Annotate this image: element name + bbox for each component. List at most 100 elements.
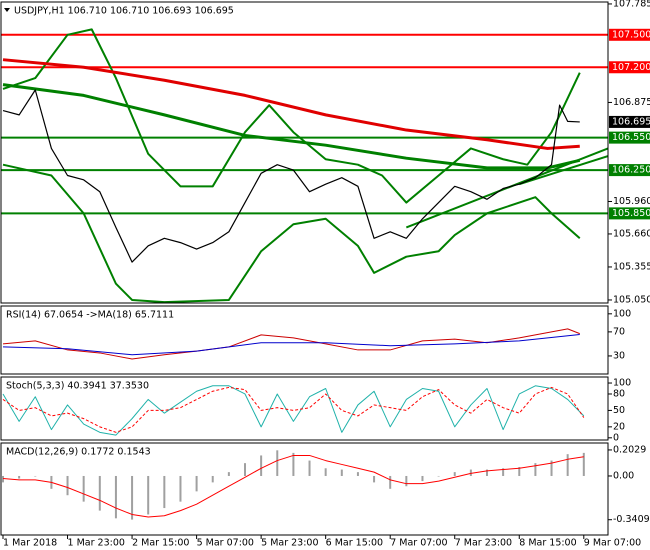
histogram-bar	[276, 450, 279, 476]
histogram-bar	[502, 468, 505, 476]
y-tick-label: 105.355	[613, 261, 650, 272]
series-line	[2, 385, 585, 436]
panel-title: USDJPY,H1 106.710 106.710 106.693 106.69…	[14, 6, 234, 17]
histogram-bar	[566, 454, 569, 476]
histogram-bar	[582, 452, 585, 476]
histogram-bar	[550, 460, 553, 476]
x-tick-label: 1 Mar 2018	[3, 538, 57, 549]
panel-border	[0, 1, 609, 304]
level-label-box	[609, 131, 650, 144]
last-price-box	[609, 115, 650, 128]
y-tick-label: 50	[613, 405, 625, 416]
y-tick-label: 0.00	[613, 470, 634, 481]
panel-title: RSI(14) 67.0654 ->MA(18) 65.7111	[6, 310, 174, 321]
histogram-bar	[195, 475, 198, 492]
y-tick-label: 30	[613, 350, 625, 361]
histogram-bar	[356, 472, 359, 476]
x-tick-label: 8 Mar 15:00	[519, 538, 576, 549]
histogram-bar	[131, 475, 134, 520]
menu-triangle	[4, 8, 10, 12]
last-price-label: 106.695	[612, 116, 650, 127]
histogram-bar	[179, 475, 182, 502]
level-label-box	[609, 28, 650, 41]
level-label: 105.850	[612, 208, 650, 219]
x-tick-label: 9 Mar 07:00	[584, 538, 641, 549]
histogram-bar	[421, 475, 424, 482]
series-line	[518, 155, 608, 186]
level-label: 107.500	[612, 29, 650, 40]
series-line	[2, 28, 581, 204]
histogram-bar	[308, 460, 311, 476]
histogram-bar	[66, 475, 69, 496]
histogram-bar	[227, 472, 230, 476]
x-tick-label: 6 Mar 15:00	[326, 538, 383, 549]
plot-area	[2, 328, 580, 360]
histogram-bar	[244, 463, 246, 476]
y-tick-label: -0.3409	[613, 514, 650, 525]
y-tick-label: 80	[613, 388, 625, 399]
histogram-bar	[2, 475, 4, 483]
plot-area	[2, 450, 585, 520]
y-tick-label: 20	[613, 421, 625, 432]
x-tick-label: 5 Mar 23:00	[261, 538, 318, 549]
x-tick-label: 7 Mar 23:00	[455, 538, 512, 549]
panel-title: MACD(12,26,9) 0.1772 0.1543	[6, 447, 151, 458]
x-tick-label: 2 Mar 15:00	[132, 538, 189, 549]
histogram-bar	[114, 475, 117, 519]
histogram-bar	[518, 466, 521, 476]
panel-border	[0, 442, 609, 536]
series-line	[2, 58, 580, 150]
histogram-bar	[324, 468, 327, 476]
histogram-bar	[82, 475, 85, 502]
histogram-bar	[389, 475, 392, 489]
histogram-bar	[34, 475, 37, 477]
level-label-box	[609, 164, 650, 177]
level-label: 106.550	[612, 132, 650, 143]
y-tick-label: 0.2029	[613, 444, 646, 455]
plot-area	[1, 28, 608, 303]
x-tick-label: 5 Mar 07:00	[197, 538, 254, 549]
histogram-bar	[340, 469, 343, 476]
histogram-bar	[534, 463, 537, 476]
y-tick-label: 106.875	[613, 97, 650, 108]
histogram-bar	[469, 469, 472, 476]
histogram-bar	[292, 452, 295, 476]
y-tick-label: 105.960	[613, 196, 650, 207]
y-tick-label: 105.050	[613, 294, 650, 305]
histogram-bar	[211, 475, 214, 483]
series-line	[2, 386, 585, 433]
series-line	[2, 83, 581, 170]
histogram-bar	[486, 469, 488, 476]
level-label-box	[609, 207, 650, 220]
histogram-bar	[453, 472, 456, 476]
histogram-bar	[18, 475, 21, 479]
histogram-bar	[163, 475, 166, 509]
panel-title: Stoch(5,3,3) 40.3941 37.3530	[6, 381, 149, 392]
series-line	[2, 454, 584, 518]
y-tick-label: 107.785	[613, 0, 650, 9]
series-line	[2, 333, 580, 356]
y-tick-label: 0	[613, 432, 619, 443]
series-line	[2, 89, 580, 263]
series-line	[2, 163, 581, 303]
histogram-bar	[147, 475, 150, 515]
y-tick-label: 70	[613, 326, 625, 337]
level-label: 106.250	[612, 165, 650, 176]
plot-area	[2, 385, 585, 436]
x-tick-label: 1 Mar 23:00	[68, 538, 125, 549]
histogram-bar	[437, 475, 440, 477]
x-tick-label: 7 Mar 07:00	[390, 538, 447, 549]
y-tick-label: 100	[613, 378, 631, 389]
series-line	[2, 328, 580, 360]
histogram-bar	[98, 475, 101, 511]
y-tick-label: 105.660	[613, 228, 650, 239]
panel-border	[0, 376, 609, 441]
level-label-box	[609, 61, 650, 74]
y-tick-label: 100	[613, 308, 631, 319]
histogram-bar	[373, 475, 376, 483]
panel-border	[0, 305, 609, 375]
level-label: 107.200	[612, 62, 650, 73]
histogram-bar	[405, 475, 408, 487]
